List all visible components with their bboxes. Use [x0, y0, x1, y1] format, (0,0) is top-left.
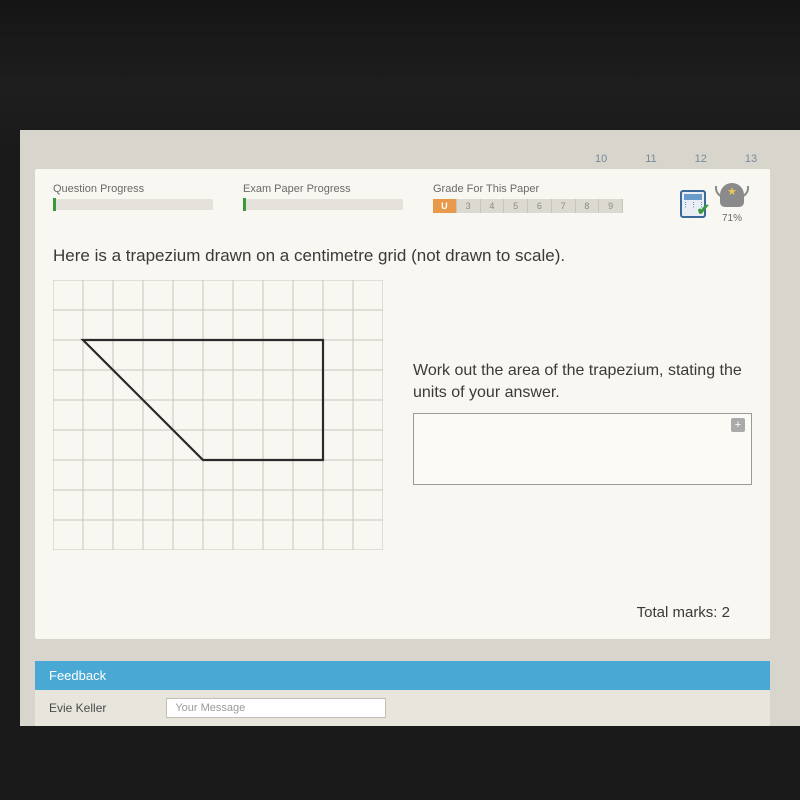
question-progress: Question Progress	[53, 183, 213, 210]
grade-strip: U 3 4 5 6 7 8 9	[433, 199, 623, 213]
app-window: 10 11 12 13 Question Progress Exam Paper…	[20, 130, 800, 726]
question-prompt: Here is a trapezium drawn on a centimetr…	[53, 246, 752, 266]
trapezium-grid	[53, 280, 383, 550]
page-tabs: 10 11 12 13	[35, 145, 800, 165]
grade-block: Grade For This Paper U 3 4 5 6 7 8 9	[433, 183, 623, 213]
answer-column: Work out the area of the trapezium, stat…	[413, 280, 752, 485]
grade-cell-8: 8	[576, 199, 600, 213]
question-progress-bar	[53, 199, 213, 210]
total-marks: Total marks: 2	[637, 604, 730, 621]
grade-cell-5: 5	[504, 199, 528, 213]
instruction-text: Work out the area of the trapezium, stat…	[413, 360, 752, 403]
grade-cell-9: 9	[599, 199, 623, 213]
answer-input[interactable]: +	[413, 413, 752, 485]
feedback-user: Evie Keller	[49, 701, 106, 715]
grade-cell-4: 4	[481, 199, 505, 213]
calculator-icon[interactable]: ✔	[680, 190, 706, 218]
exam-progress-label: Exam Paper Progress	[243, 183, 403, 195]
exam-progress: Exam Paper Progress	[243, 183, 403, 210]
expand-icon[interactable]: +	[731, 418, 745, 432]
grade-cell-u: U	[433, 199, 457, 213]
feedback-message-input[interactable]: Your Message	[166, 698, 386, 718]
header-icons: ✔ 71%	[680, 183, 752, 224]
tab-13[interactable]: 13	[745, 153, 757, 165]
grade-cell-3: 3	[457, 199, 481, 213]
grade-cell-6: 6	[528, 199, 552, 213]
feedback-row: Evie Keller Your Message	[35, 690, 770, 726]
grid-figure	[53, 280, 383, 550]
question-card: Question Progress Exam Paper Progress Gr…	[35, 169, 770, 639]
tab-10[interactable]: 10	[595, 153, 607, 165]
exam-progress-bar	[243, 199, 403, 210]
grade-cell-7: 7	[552, 199, 576, 213]
feedback-header[interactable]: Feedback	[35, 661, 770, 690]
check-icon: ✔	[697, 200, 710, 220]
trophy-percent: 71%	[720, 213, 744, 224]
tab-12[interactable]: 12	[695, 153, 707, 165]
trophy-icon[interactable]	[720, 183, 744, 207]
grade-label: Grade For This Paper	[433, 183, 623, 195]
question-body: Work out the area of the trapezium, stat…	[53, 280, 752, 550]
progress-row: Question Progress Exam Paper Progress Gr…	[53, 183, 752, 224]
tab-11[interactable]: 11	[645, 153, 656, 165]
trophy-block: 71%	[720, 183, 744, 224]
question-progress-label: Question Progress	[53, 183, 213, 195]
